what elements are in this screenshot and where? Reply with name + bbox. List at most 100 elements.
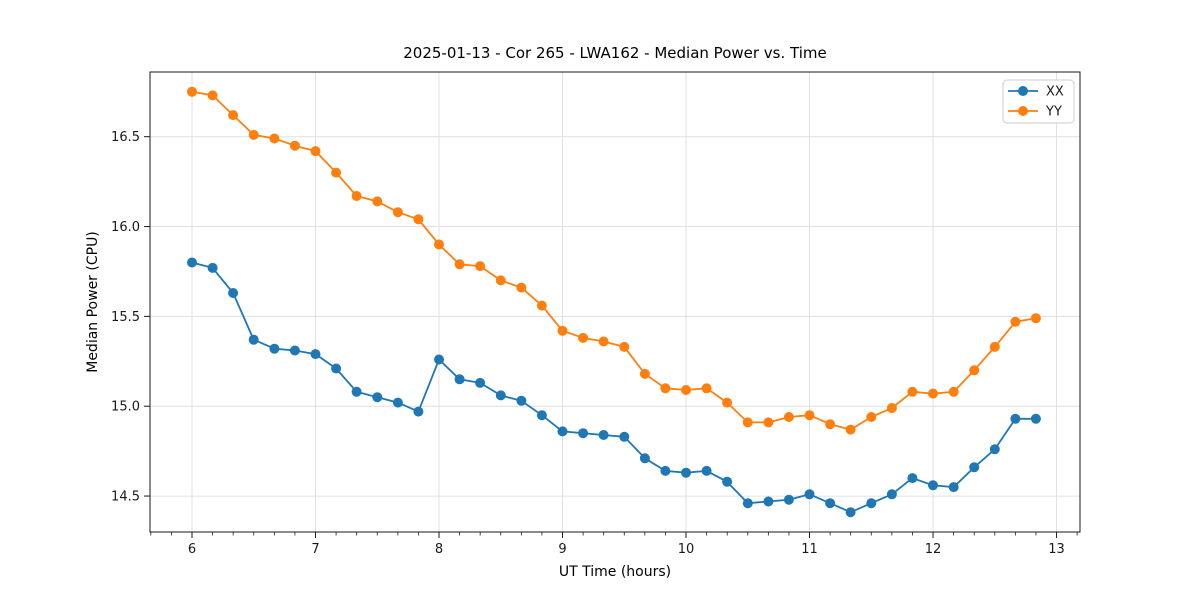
- data-point-yy: [619, 341, 630, 352]
- data-point-yy: [598, 336, 609, 347]
- data-point-yy: [928, 388, 938, 399]
- data-point-yy: [536, 300, 547, 311]
- data-point-yy: [1010, 316, 1021, 327]
- axes-layer: 6 7 8 9 10 11 12 13 14.5 15.0 15.5 16.0 16.5: [111, 130, 1078, 557]
- data-point-xx: [825, 498, 836, 509]
- data-point-xx: [269, 343, 280, 354]
- data-point-xx: [475, 377, 486, 388]
- x-tick-label: 10: [678, 542, 695, 557]
- data-point-xx: [392, 397, 403, 408]
- data-point-yy: [392, 207, 403, 218]
- data-point-yy: [989, 341, 1000, 352]
- data-point-xx: [536, 410, 547, 421]
- data-point-yy: [248, 129, 259, 140]
- data-point-xx: [783, 494, 794, 505]
- data-point-xx: [701, 465, 712, 476]
- x-tick-label: 6: [188, 542, 196, 557]
- data-point-yy: [783, 412, 794, 422]
- data-point-yy: [804, 410, 815, 421]
- data-point-xx: [804, 489, 815, 500]
- y-tick-label: 14.5: [111, 490, 140, 505]
- data-point-yy: [701, 383, 712, 394]
- data-point-xx: [454, 374, 465, 385]
- x-tick-label: 12: [925, 542, 942, 557]
- data-point-xx: [598, 430, 609, 440]
- data-point-xx: [1030, 413, 1041, 424]
- data-point-yy: [310, 146, 321, 157]
- plot-frame: [149, 71, 1081, 533]
- y-axis-label: Median Power (CPU): [85, 231, 101, 373]
- data-point-xx: [722, 476, 733, 487]
- data-point-yy: [331, 167, 342, 178]
- data-point-yy: [722, 397, 733, 408]
- data-point-xx: [516, 395, 527, 406]
- data-point-yy: [866, 412, 877, 422]
- x-tick-label: 9: [558, 542, 566, 557]
- data-point-xx: [639, 453, 650, 464]
- data-point-xx: [845, 507, 856, 518]
- data-point-yy: [557, 325, 568, 336]
- grid-layer: [150, 72, 1080, 532]
- data-point-yy: [681, 385, 691, 395]
- data-point-yy: [434, 239, 444, 250]
- data-point-xx: [578, 428, 589, 439]
- legend-marker-xx: [1018, 86, 1028, 96]
- data-point-yy: [1030, 313, 1041, 324]
- data-point-yy: [969, 365, 980, 376]
- data-point-yy: [516, 282, 527, 293]
- data-point-yy: [454, 259, 465, 270]
- data-point-xx: [207, 262, 218, 273]
- data-point-xx: [742, 498, 753, 509]
- data-point-xx: [289, 345, 300, 356]
- data-point-yy: [289, 140, 300, 151]
- data-point-yy: [639, 368, 650, 379]
- data-point-yy: [372, 196, 383, 207]
- data-point-xx: [372, 392, 383, 403]
- series-layer: [187, 86, 1041, 518]
- data-point-yy: [187, 86, 197, 97]
- legend-marker-yy: [1018, 106, 1028, 116]
- data-point-yy: [413, 214, 424, 225]
- x-tick-label: 8: [435, 542, 443, 557]
- data-point-yy: [228, 110, 239, 121]
- data-point-xx: [310, 349, 321, 360]
- data-point-xx: [1010, 413, 1021, 424]
- x-tick-label: 13: [1048, 542, 1065, 557]
- data-point-xx: [969, 462, 980, 473]
- data-point-yy: [742, 417, 753, 428]
- data-point-xx: [351, 386, 362, 397]
- data-point-yy: [475, 261, 486, 272]
- data-point-xx: [413, 406, 424, 417]
- legend-label-xx: XX: [1046, 85, 1064, 100]
- data-point-yy: [763, 417, 774, 428]
- x-axis-label: UT Time (hours): [559, 564, 671, 580]
- data-point-yy: [886, 403, 897, 413]
- data-point-xx: [187, 257, 197, 268]
- legend-label-yy: YY: [1045, 105, 1062, 120]
- y-tick-label: 16.5: [111, 130, 140, 145]
- data-point-xx: [434, 354, 444, 365]
- data-point-yy: [845, 424, 856, 435]
- data-point-xx: [495, 390, 506, 401]
- data-point-yy: [825, 419, 836, 430]
- data-point-yy: [948, 386, 959, 397]
- data-point-xx: [228, 288, 239, 298]
- data-point-yy: [660, 383, 671, 394]
- data-point-yy: [495, 275, 506, 286]
- y-tick-label: 15.5: [111, 310, 140, 325]
- data-point-xx: [989, 444, 1000, 455]
- data-point-xx: [928, 480, 938, 491]
- data-point-xx: [763, 496, 774, 507]
- x-tick-label: 11: [801, 542, 818, 557]
- data-point-xx: [660, 465, 671, 476]
- y-tick-label: 16.0: [111, 220, 140, 235]
- data-point-xx: [557, 426, 568, 437]
- x-tick-label: 7: [311, 542, 319, 557]
- data-point-xx: [681, 467, 691, 478]
- legend: XX YY: [1002, 79, 1075, 124]
- data-point-xx: [619, 431, 630, 442]
- data-point-xx: [886, 489, 897, 500]
- series-line-yy: [191, 90, 1037, 431]
